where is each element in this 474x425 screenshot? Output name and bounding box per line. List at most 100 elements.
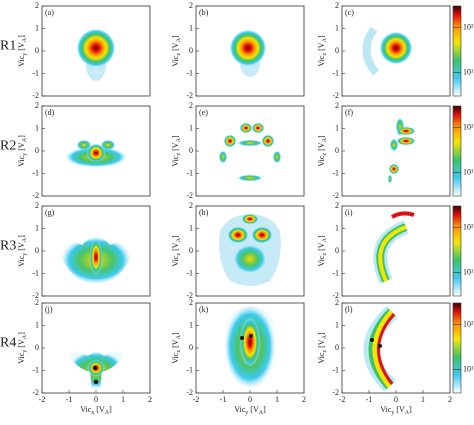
y-axis-label-part: Vic (317, 352, 326, 364)
y-tick-label: 1 (35, 223, 39, 232)
y-axis-label-part: Vic (17, 352, 26, 364)
x-axis-label-part: Vic (234, 405, 246, 414)
colorbar-tick-label: 10² (463, 22, 474, 31)
y-axis-label-part: z (176, 350, 182, 353)
y-axis-label-part: A (322, 334, 328, 339)
y-tick-label: -2 (332, 388, 339, 397)
y-axis-label-part: z (176, 253, 182, 256)
panel-label: (h) (199, 208, 209, 217)
panel-label: (d) (45, 108, 55, 117)
y-tick-label: 1 (335, 320, 339, 329)
y-axis-label: Vicz [VA] (171, 235, 183, 267)
colorbar-tick-label: 10² (463, 222, 474, 231)
y-axis-label-part: ] (317, 35, 326, 38)
y-axis-label: Vicz [VA] (317, 35, 329, 67)
y-tick-label: -2 (32, 91, 39, 100)
x-axis-label-part: y (245, 410, 248, 416)
row-label: R4 (0, 336, 16, 351)
plot-frame (341, 105, 451, 197)
y-axis-label-part: A (22, 37, 28, 42)
y-axis-label-part: ] (171, 135, 180, 138)
y-tick-label: -1 (332, 168, 339, 177)
y-axis-label-part: y (22, 253, 28, 256)
x-tick-label: -1 (66, 395, 73, 404)
x-axis-label-part: ] (409, 405, 412, 414)
y-tick-label: -1 (186, 168, 193, 177)
y-tick-label: -1 (332, 68, 339, 77)
heatmap-image (68, 351, 124, 388)
x-axis-label: Vicy [VA] (380, 405, 412, 417)
y-axis-label-part: ] (171, 35, 180, 38)
row-label: R3 (0, 239, 16, 254)
y-tick-label: -1 (32, 68, 39, 77)
y-axis-label-part: [V (17, 42, 26, 53)
panel-label: (g) (45, 208, 55, 217)
x-tick-label: 0 (94, 395, 98, 404)
x-tick-label: -1 (220, 395, 227, 404)
colorbar-tick-label: 10² (463, 122, 474, 131)
colorbar (452, 105, 462, 197)
colorbar (452, 302, 462, 394)
plot-frame (195, 105, 305, 197)
panel-label: (j) (45, 305, 53, 314)
x-axis-label-part: A (405, 410, 410, 416)
y-tick-label: 2 (35, 101, 39, 110)
y-tick-label: -1 (32, 268, 39, 277)
y-tick-label: -1 (186, 268, 193, 277)
y-axis-label-part: ] (317, 235, 326, 238)
y-axis-label-part: [V (317, 339, 326, 350)
y-axis-label-part: ] (317, 135, 326, 138)
x-axis-label-part: [V (394, 405, 405, 414)
y-axis-label-part: ] (317, 332, 326, 335)
heatmap-image (388, 118, 415, 183)
x-tick-label: -1 (366, 395, 373, 404)
x-tick-label: -2 (193, 395, 200, 404)
y-tick-label: 1 (335, 123, 339, 132)
y-tick-label: -2 (186, 91, 193, 100)
colorbar (452, 205, 462, 297)
heatmap-image (66, 140, 126, 167)
panel-label: (i) (345, 208, 353, 217)
y-axis-label: Vicz [VA] (317, 135, 329, 167)
y-axis-label-part: Vic (17, 155, 26, 167)
y-axis-label-part: Vic (171, 155, 180, 167)
y-tick-label: 2 (35, 1, 39, 10)
y-axis-label-part: [V (171, 242, 180, 253)
y-axis-label-part: A (322, 237, 328, 242)
row-label: R1 (0, 39, 16, 54)
y-axis-label: Vicz [VA] (171, 332, 183, 364)
y-tick-label: -2 (332, 291, 339, 300)
y-axis-label-part: Vic (171, 255, 180, 267)
heatmap-image (363, 306, 398, 392)
y-axis-label-part: z (322, 153, 328, 156)
y-tick-label: 1 (189, 23, 193, 32)
y-axis-label-part: y (22, 350, 28, 353)
y-axis-label-part: Vic (171, 352, 180, 364)
y-axis-label-part: Vic (317, 55, 326, 67)
y-axis-label-part: A (322, 37, 328, 42)
x-axis-label-part: x (91, 410, 94, 416)
colorbar-tick-label: 10² (463, 319, 474, 328)
y-axis-label-part: Vic (171, 55, 180, 67)
y-axis-label-part: z (322, 253, 328, 256)
panel-label: (c) (345, 8, 354, 17)
y-tick-label: 2 (189, 101, 193, 110)
y-axis-label-part: y (22, 153, 28, 156)
y-axis-label: Vicz [VA] (171, 135, 183, 167)
y-tick-label: 1 (335, 223, 339, 232)
y-tick-label: 2 (335, 101, 339, 110)
colorbar-tick-label: 10¹ (463, 364, 474, 373)
y-tick-label: 1 (335, 23, 339, 32)
y-axis-label: Vicy [VA] (17, 235, 29, 267)
x-tick-label: -2 (39, 395, 46, 404)
y-axis-label-part: A (176, 237, 182, 242)
x-axis-label-part: Vic (80, 405, 92, 414)
y-tick-label: 0 (189, 343, 193, 352)
y-tick-label: 1 (189, 320, 193, 329)
x-tick-label: 1 (121, 395, 125, 404)
y-tick-label: -1 (32, 365, 39, 374)
y-tick-label: 1 (189, 223, 193, 232)
x-axis-label-part: Vic (380, 405, 392, 414)
heatmap-image (373, 211, 415, 284)
y-axis-label-part: [V (171, 142, 180, 153)
